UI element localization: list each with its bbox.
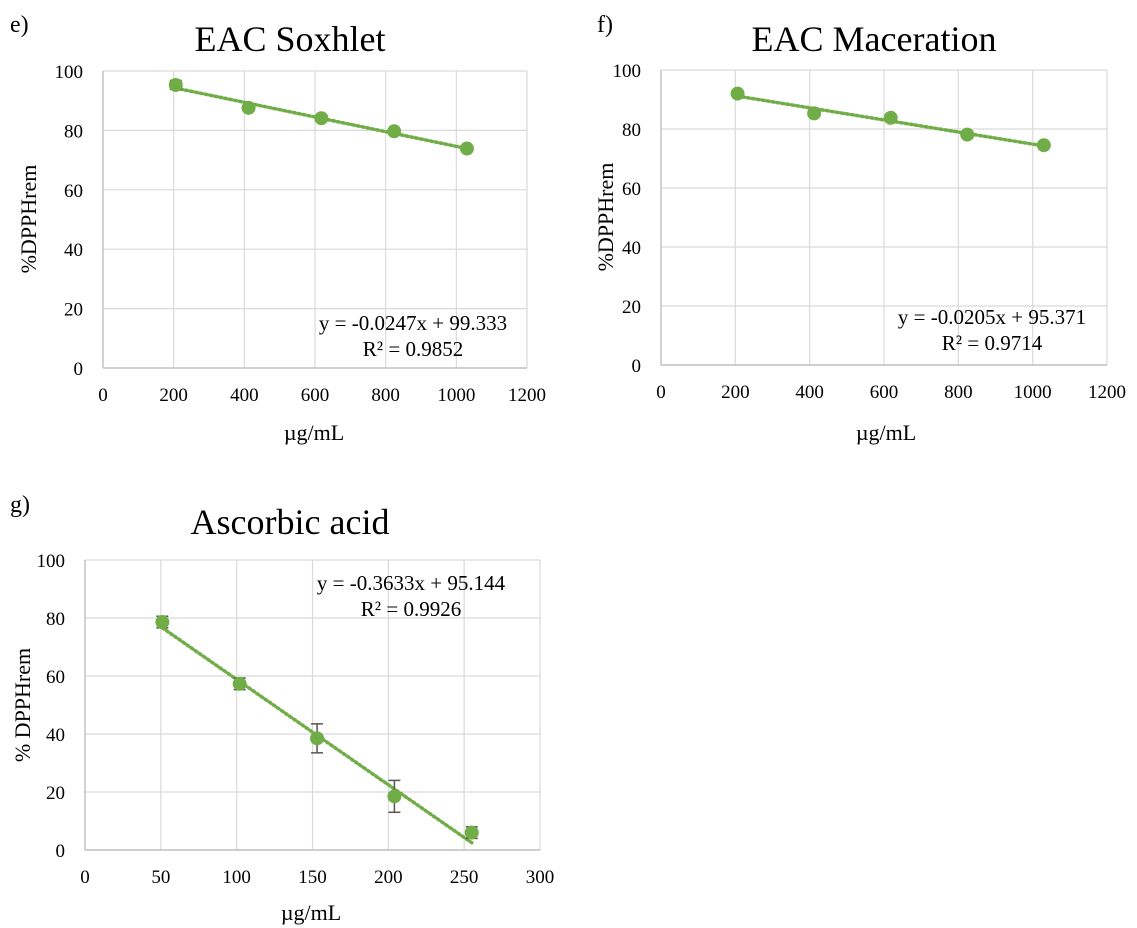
panel-f-data-point-2 [883, 110, 898, 125]
panel-g-equation: y = -0.3633x + 95.144 [317, 571, 506, 595]
panel-e-data-point-4 [459, 141, 474, 156]
panel-f-data-point-0 [730, 86, 745, 101]
panel-f: f) EAC Maceration 0 200 400 600 800 1000 12000… [593, 12, 1126, 445]
panel-e-y-axis-label: %DPPHrem [16, 165, 41, 274]
panel-g-x-tick-label-6: 300 [526, 867, 555, 888]
panel-e-equation: y = -0.0247x + 99.333 [319, 311, 507, 335]
panel-f-r-squared: R² = 0.9714 [942, 331, 1043, 355]
panel-e-x-axis-label: µg/mL [284, 420, 344, 445]
panel-f-x-tick-label-1: 200 [721, 382, 750, 403]
panel-g-x-tick-label-5: 250 [450, 867, 479, 888]
panel-f-y-tick-label-4: 80 [622, 120, 641, 141]
panel-f-title: EAC Maceration [752, 19, 997, 59]
panel-g: g) Ascorbic acid 0 50 100 150 200 250 300 0 20 40… [10, 492, 554, 925]
panel-e-letter: e) [10, 12, 29, 38]
panel-f-y-tick-label-0: 0 [632, 356, 642, 377]
panel-g-plot: 0 50 100 150 200 250 300 0 20 40 60 80 100 [37, 551, 555, 888]
panel-g-data-point-3 [387, 789, 402, 804]
panel-f-y-tick-label-3: 60 [622, 179, 641, 200]
panel-g-y-tick-label-5: 100 [37, 551, 66, 572]
panel-e-x-tick-label-3: 600 [301, 385, 330, 406]
panel-e-title: EAC Soxhlet [194, 19, 385, 59]
panel-g-data-point-1 [232, 676, 247, 691]
panel-f-y-tick-label-2: 40 [622, 238, 641, 259]
panel-g-y-axis-label: % DPPHrem [10, 648, 35, 762]
panel-g-data-point-4 [464, 825, 479, 840]
panel-g-data-point-0 [155, 615, 170, 630]
panel-f-y-tick-label-1: 20 [622, 297, 641, 318]
panel-e: e) EAC Soxhlet 0 200 400 600 800 1000 1200 0 20 4… [10, 12, 546, 445]
panel-e-data-point-1 [241, 100, 256, 115]
panel-g-x-axis-label: µg/mL [281, 900, 341, 925]
panel-f-x-tick-label-3: 600 [870, 382, 899, 403]
panel-e-y-tick-label-2: 40 [64, 240, 83, 261]
panel-f-data-point-3 [960, 127, 975, 142]
panel-g-y-tick-label-2: 40 [46, 725, 65, 746]
panel-e-x-tick-label-5: 1000 [437, 385, 475, 406]
panel-e-y-tick-label-0: 0 [74, 359, 84, 380]
panel-g-title: Ascorbic acid [191, 502, 390, 542]
panel-f-x-tick-label-5: 1000 [1014, 382, 1052, 403]
panel-f-x-tick-label-2: 400 [795, 382, 824, 403]
panel-g-y-tick-label-0: 0 [56, 841, 66, 862]
panel-g-x-tick-label-1: 50 [151, 867, 170, 888]
panel-g-x-tick-label-0: 0 [80, 867, 90, 888]
panel-g-r-squared: R² = 0.9926 [361, 597, 461, 621]
panel-e-r-squared: R² = 0.9852 [363, 337, 463, 361]
panel-f-x-tick-label-0: 0 [656, 382, 666, 403]
panel-f-letter: f) [597, 12, 613, 38]
panel-g-x-tick-label-4: 200 [374, 867, 403, 888]
panel-g-y-tick-label-3: 60 [46, 667, 65, 688]
panel-g-letter: g) [10, 492, 30, 518]
panel-f-y-tick-label-5: 100 [613, 61, 642, 82]
panel-e-x-tick-label-0: 0 [98, 385, 108, 406]
panel-e-y-tick-label-4: 80 [64, 121, 83, 142]
panel-e-x-tick-label-6: 1200 [508, 385, 546, 406]
panel-g-data-point-2 [310, 731, 325, 746]
panel-f-y-axis-label: %DPPHrem [593, 163, 618, 272]
panel-f-x-axis-label: µg/mL [856, 420, 916, 445]
panel-e-plot: 0 200 400 600 800 1000 1200 0 20 40 60 80 100 [55, 62, 547, 406]
panel-g-y-tick-label-4: 80 [46, 609, 65, 630]
panel-f-plot: 0 200 400 600 800 1000 1200 0 20 40 60 80 100 [613, 61, 1127, 403]
panel-g-y-tick-label-1: 20 [46, 783, 65, 804]
panel-e-data-point-3 [387, 124, 402, 139]
panel-f-equation: y = -0.0205x + 95.371 [898, 305, 1086, 329]
panel-f-data-point-4 [1036, 138, 1051, 153]
panel-g-x-tick-label-3: 150 [298, 867, 327, 888]
panel-e-data-point-2 [314, 111, 329, 126]
panel-e-y-tick-label-5: 100 [55, 62, 84, 83]
panel-e-x-tick-label-4: 800 [371, 385, 400, 406]
panel-f-data-point-1 [807, 106, 822, 121]
panel-g-x-tick-label-2: 100 [222, 867, 251, 888]
panel-e-x-tick-label-2: 400 [230, 385, 259, 406]
panel-e-y-tick-label-3: 60 [64, 181, 83, 202]
panel-f-x-tick-label-6: 1200 [1088, 382, 1126, 403]
panel-f-x-tick-label-4: 800 [944, 382, 973, 403]
panel-e-x-tick-label-1: 200 [159, 385, 188, 406]
panel-e-y-tick-label-1: 20 [64, 300, 83, 321]
panel-e-data-point-0 [168, 77, 183, 92]
